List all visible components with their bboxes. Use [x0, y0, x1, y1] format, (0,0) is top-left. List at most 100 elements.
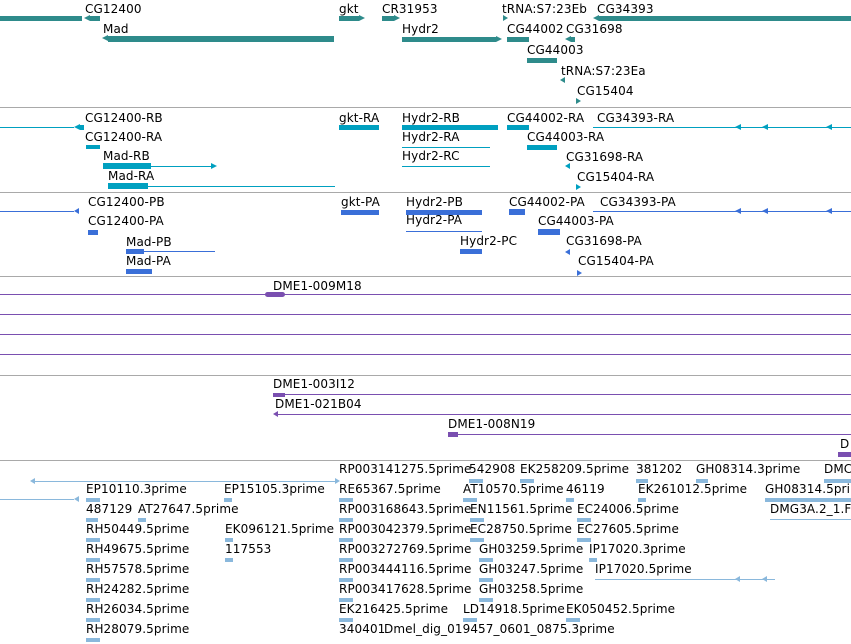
est-label[interactable]: GH03247.5prime: [479, 562, 584, 576]
transcript-label[interactable]: gkt-RA: [339, 111, 380, 125]
gene-label[interactable]: Mad: [103, 22, 129, 36]
protein-label[interactable]: Mad-PB: [126, 235, 172, 249]
est-marker[interactable]: [339, 498, 353, 502]
transcript-exon[interactable]: [339, 125, 379, 130]
est-label[interactable]: GH03259.5prime: [479, 542, 584, 556]
gene-label[interactable]: CG34393: [597, 2, 654, 16]
transcript-label[interactable]: CG44003-RA: [527, 130, 605, 144]
gene-bar[interactable]: [507, 37, 529, 42]
est-label[interactable]: IP17020.3prime: [589, 542, 686, 556]
transcript-label[interactable]: Mad-RA: [108, 169, 155, 183]
est-marker[interactable]: [479, 558, 493, 562]
transcript-label[interactable]: CG44002-RA: [507, 111, 585, 125]
protein-exon[interactable]: [126, 249, 144, 254]
transcript-label[interactable]: Hydr2-RA: [402, 130, 460, 144]
est-marker[interactable]: [86, 518, 98, 522]
gene-label[interactable]: CG12400: [85, 2, 142, 16]
gene-label[interactable]: CG44003: [527, 43, 584, 57]
est-marker[interactable]: [638, 498, 646, 502]
protein-label[interactable]: Hydr2-PA: [406, 213, 463, 227]
est-marker[interactable]: [470, 538, 484, 542]
protein-label[interactable]: CG15404-PA: [578, 254, 654, 268]
est-label[interactable]: 381202: [636, 462, 683, 476]
protein-label[interactable]: Hydr2-PB: [406, 195, 463, 209]
est-marker[interactable]: [339, 578, 353, 582]
est-marker[interactable]: [225, 538, 233, 542]
est-marker[interactable]: [339, 558, 353, 562]
est-label[interactable]: IP17020.5prime: [595, 562, 692, 576]
est-marker[interactable]: [339, 598, 353, 602]
est-marker[interactable]: [765, 498, 851, 502]
est-marker[interactable]: [86, 498, 100, 502]
est-marker[interactable]: [696, 479, 708, 483]
est-label[interactable]: EC27605.5prime: [577, 522, 679, 536]
est-label[interactable]: 117553: [225, 542, 272, 556]
est-label[interactable]: RP003168643.5prime: [339, 502, 472, 516]
est-label[interactable]: RE65367.5prime: [339, 482, 441, 496]
est-label[interactable]: EN11561.5prime: [470, 502, 573, 516]
transcript-label[interactable]: CG34393-RA: [597, 111, 675, 125]
protein-exon[interactable]: [406, 210, 482, 215]
transcript-exon[interactable]: [80, 125, 84, 130]
est-label[interactable]: EC28750.5prime: [470, 522, 572, 536]
est-marker[interactable]: [577, 538, 591, 542]
est-marker[interactable]: [86, 558, 100, 562]
protein-exon[interactable]: [538, 229, 560, 235]
est-label[interactable]: RH28079.5prime: [86, 622, 190, 636]
transcript-exon[interactable]: [108, 183, 148, 189]
est-label[interactable]: EK096121.5prime: [225, 522, 335, 536]
est-marker[interactable]: [86, 638, 100, 642]
est-marker[interactable]: [636, 479, 648, 483]
est-marker[interactable]: [86, 618, 100, 622]
est-marker[interactable]: [470, 518, 484, 522]
gene-label[interactable]: CG31698: [566, 22, 623, 36]
est-marker[interactable]: [589, 558, 597, 562]
est-marker[interactable]: [520, 479, 534, 483]
protein-label[interactable]: Hydr2-PC: [460, 234, 518, 248]
clone-label[interactable]: DME1-008N19: [448, 417, 536, 431]
est-label[interactable]: RP003141275.5prime: [339, 462, 472, 476]
est-marker[interactable]: [225, 558, 233, 562]
gene-bar[interactable]: [382, 16, 394, 21]
est-label[interactable]: RH24282.5prime: [86, 582, 190, 596]
gene-label[interactable]: CR31953: [382, 2, 438, 16]
est-label[interactable]: LD14918.5prime: [463, 602, 565, 616]
est-label[interactable]: RP003417628.5prime: [339, 582, 472, 596]
est-marker[interactable]: [469, 479, 483, 483]
gene-bar[interactable]: [599, 16, 851, 21]
est-label[interactable]: RP003444116.5prime: [339, 562, 472, 576]
est-marker[interactable]: [463, 618, 477, 622]
est-marker[interactable]: [86, 578, 100, 582]
protein-label[interactable]: gkt-PA: [341, 195, 380, 209]
clone-marker[interactable]: [273, 393, 285, 397]
est-label[interactable]: 542908: [469, 462, 516, 476]
est-marker[interactable]: [479, 598, 493, 602]
clone-label[interactable]: DME1-003I12: [273, 377, 355, 391]
gene-bar[interactable]: [339, 16, 359, 21]
gene-bar[interactable]: [90, 16, 100, 21]
est-label[interactable]: 340401: [339, 622, 386, 636]
est-label[interactable]: EP15105.3prime: [224, 482, 325, 496]
protein-exon[interactable]: [88, 230, 98, 235]
est-marker[interactable]: [824, 479, 851, 483]
est-label[interactable]: EK050452.5prime: [566, 602, 676, 616]
est-label[interactable]: GH08314.5prim: [765, 482, 851, 496]
transcript-exon[interactable]: [402, 125, 498, 130]
protein-exon[interactable]: [509, 209, 525, 215]
est-marker[interactable]: [566, 618, 580, 622]
gene-label[interactable]: Hydr2: [402, 22, 439, 36]
gene-label[interactable]: CG15404: [577, 84, 634, 98]
est-label[interactable]: RH57578.5prime: [86, 562, 190, 576]
est-label[interactable]: DMC: [824, 462, 851, 476]
gene-label[interactable]: tRNA:S7:23Ea: [561, 64, 646, 78]
transcript-exon[interactable]: [103, 163, 151, 169]
protein-label[interactable]: CG12400-PB: [88, 195, 165, 209]
transcript-label[interactable]: Mad-RB: [103, 149, 150, 163]
gene-label[interactable]: tRNA:S7:23Eb: [502, 2, 588, 16]
est-marker[interactable]: [566, 498, 574, 502]
est-marker[interactable]: [479, 578, 493, 582]
transcript-label[interactable]: CG12400-RA: [85, 130, 163, 144]
est-label[interactable]: 487129: [86, 502, 133, 516]
protein-label[interactable]: CG31698-PA: [566, 234, 642, 248]
est-label[interactable]: EC24006.5prime: [577, 502, 679, 516]
